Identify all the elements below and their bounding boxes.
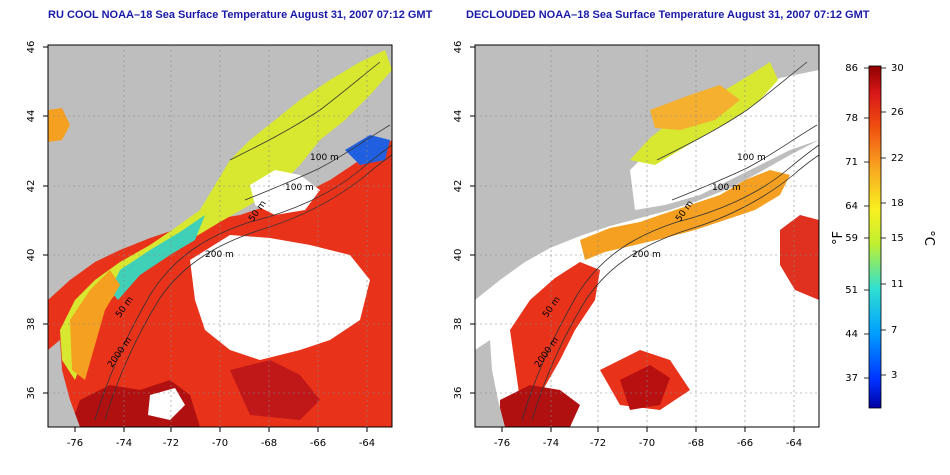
ocean-hot-region	[500, 385, 580, 427]
fahrenheit-tick: 78	[845, 113, 858, 124]
shelf-cyan-region	[110, 215, 205, 300]
celsius-tick: 11	[891, 279, 904, 290]
bathymetry-contours	[521, 61, 819, 421]
shelf-orange-patch	[650, 85, 740, 130]
lon-tick-label: -64	[786, 438, 802, 449]
contour-label: 100 m	[310, 153, 339, 163]
lon-tick-label: -66	[737, 438, 753, 449]
lat-tick-label: 44	[453, 110, 464, 123]
contour-label: 100 m	[737, 153, 766, 163]
fahrenheit-tick: 71	[845, 157, 858, 168]
nodata-region-shelf	[630, 70, 819, 210]
bathymetry-contours	[94, 61, 392, 421]
celsius-tick: 3	[891, 370, 897, 381]
contour-label: 100 m	[712, 183, 741, 193]
lon-tick-label: -64	[359, 438, 375, 449]
lon-tick-label: -70	[639, 438, 655, 449]
fahrenheit-label: °F	[831, 231, 846, 245]
lat-tick-label: 44	[26, 110, 37, 123]
ocean-warm-region	[510, 262, 600, 400]
contour-label: 200 m	[205, 250, 234, 260]
celsius-tick: 22	[891, 153, 904, 164]
left-map-title: RU COOL NOAA–18 Sea Surface Temperature …	[48, 9, 433, 21]
left-map: 100 m 100 m 50 m 200 m 50 m 2000 m -76 -…	[26, 41, 393, 449]
contour-label: 100 m	[285, 183, 314, 193]
fahrenheit-tick: 51	[845, 285, 858, 296]
shelf-orange-region	[580, 170, 790, 260]
celsius-label: °C	[921, 230, 936, 246]
ocean-warm-region-3	[780, 215, 819, 300]
lon-tick-label: -74	[116, 438, 132, 449]
lat-tick-label: 42	[26, 180, 37, 193]
lat-tick-label: 38	[453, 318, 464, 331]
coastline-land	[475, 340, 505, 427]
right-map-title: DECLOUDED NOAA–18 Sea Surface Temperatur…	[466, 9, 870, 21]
lon-tick-label: -76	[67, 438, 83, 449]
shelf-blue-patch	[345, 135, 390, 165]
lon-tick-label: -68	[688, 438, 704, 449]
lat-tick-label: 40	[453, 249, 464, 262]
lon-tick-label: -70	[212, 438, 228, 449]
celsius-tick: 15	[891, 233, 904, 244]
cloud-region-3	[148, 388, 185, 420]
right-map: 100 m 100 m 50 m 200 m 50 m 2000 m -76 -…	[453, 41, 820, 449]
colorbar-gradient	[868, 65, 882, 409]
offshore-orange-patch	[48, 108, 70, 142]
coastline-land	[48, 340, 80, 427]
left-map-grid	[48, 45, 392, 427]
ocean-hot-region-2	[230, 360, 320, 420]
right-map-ticks	[470, 46, 795, 432]
lon-tick-label: -76	[494, 438, 510, 449]
fahrenheit-tick: 64	[845, 201, 858, 212]
celsius-tick: 26	[891, 107, 904, 118]
lon-tick-label: -72	[590, 438, 606, 449]
celsius-tick: 30	[891, 63, 904, 74]
cloud-region-2	[250, 170, 320, 215]
lat-tick-label: 36	[26, 387, 37, 400]
cloud-region	[190, 235, 370, 360]
fahrenheit-tick: 44	[845, 329, 858, 340]
contour-label: 200 m	[632, 250, 661, 260]
left-map-ticks	[43, 46, 368, 432]
lat-tick-label: 42	[453, 180, 464, 193]
celsius-tick: 7	[891, 325, 897, 336]
shelf-cool-region	[60, 50, 392, 380]
celsius-tick: 18	[891, 198, 904, 209]
fahrenheit-tick: 86	[845, 63, 858, 74]
lon-tick-label: -72	[163, 438, 179, 449]
lon-tick-label: -66	[310, 438, 326, 449]
fahrenheit-tick: 59	[845, 233, 858, 244]
lon-tick-label: -74	[543, 438, 559, 449]
lat-tick-label: 40	[26, 249, 37, 262]
ocean-hot-region-2	[620, 365, 670, 410]
lat-tick-label: 36	[453, 387, 464, 400]
lat-tick-label: 38	[26, 318, 37, 331]
shelf-orange-region	[70, 270, 120, 380]
colorbar: 86 78 71 64 59 51 44 37 30 26 22 18 15 1…	[831, 63, 936, 409]
lon-tick-label: -68	[261, 438, 277, 449]
lat-tick-label: 46	[26, 41, 37, 54]
right-map-grid	[475, 45, 819, 427]
fahrenheit-tick: 37	[845, 373, 858, 384]
lat-tick-label: 46	[453, 41, 464, 54]
